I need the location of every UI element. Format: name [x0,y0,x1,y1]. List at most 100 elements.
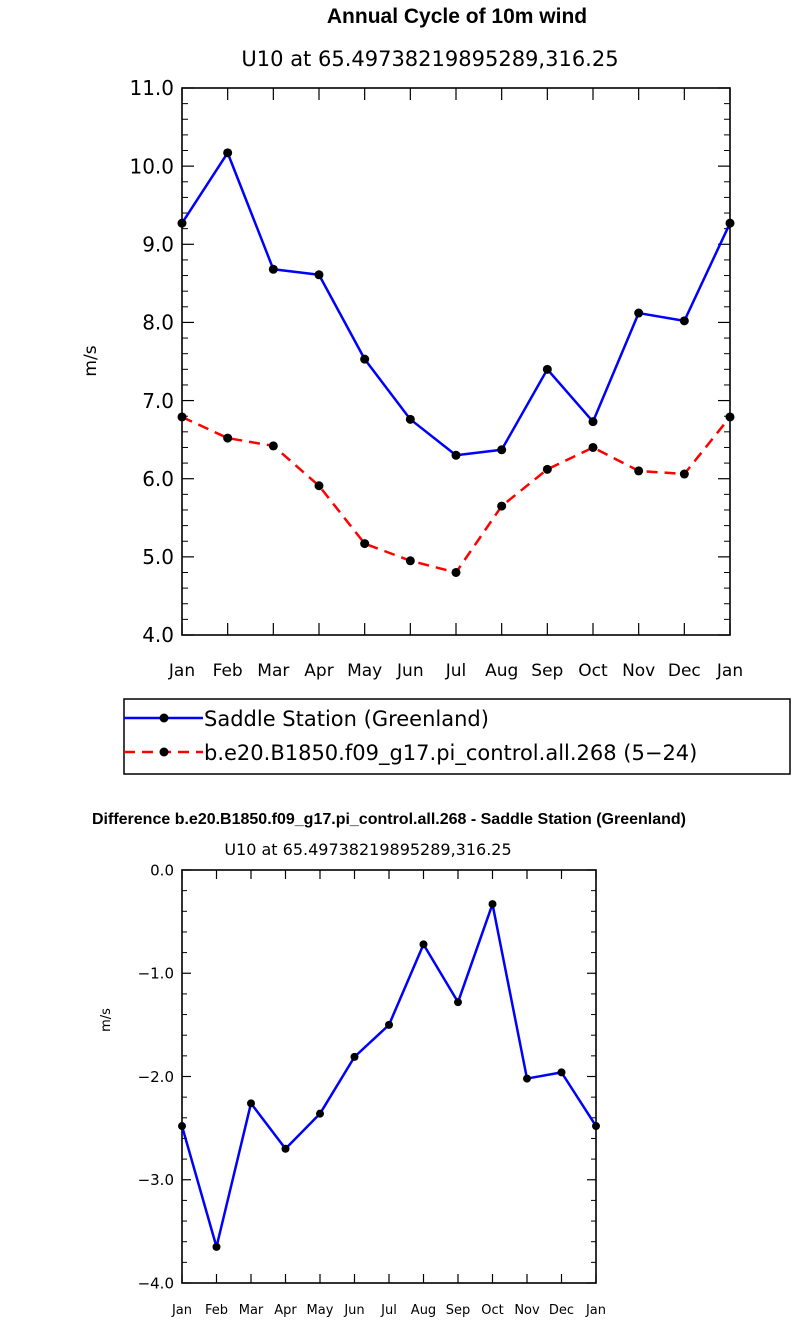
chart1-series-2-point [725,412,735,422]
chart1-ytick-label: 11.0 [129,76,174,100]
chart1-plot-frame [181,87,731,636]
chart1-xtick-label: Mar [257,661,289,681]
chart2-xtick-label: Oct [481,1303,503,1318]
chart1-series-1-point [177,218,187,228]
chart1-axes: 4.0 5.0 6.0 7.0 8.0 9.0 10.0 11.0 Jan Feb Mar Apr Ma… [129,76,743,681]
chart2-series-1-point [454,998,462,1007]
chart2-series-1-point [488,900,497,909]
chart1-ytick-label: 5.0 [142,545,174,569]
chart2-ytick-label: −2.0 [138,1068,174,1086]
chart1-xtick-label: Aug [485,661,518,681]
chart1-series-2-point [405,556,415,566]
chart2-ytick-label: −4.0 [138,1274,174,1292]
chart1-series-1-point [497,445,507,455]
chart2-xtick-label: Apr [274,1303,297,1318]
chart1-series [177,148,735,577]
difference-chart: Difference b.e20.B1850.f09_g17.pi_contro… [92,811,686,1318]
chart1-ylabel: m/s [81,345,101,376]
chart2-series-1-point [212,1242,221,1251]
chart2-subtitle: U10 at 65.49738219895289,316.25 [224,840,511,859]
chart1-series-2-point [634,466,644,476]
chart2-xtick-label: May [307,1303,334,1318]
chart1-xtick-label: Oct [578,661,608,681]
chart2-xtick-label: Mar [239,1303,264,1318]
chart1-series-2-point [497,501,507,511]
chart1-ytick-label: 9.0 [142,232,174,256]
chart2-series-1-point [385,1020,393,1029]
chart1-subtitle: U10 at 65.49738219895289,316.25 [241,47,618,71]
chart2-xtick-label: Aug [411,1303,436,1318]
chart1-xtick-label: Jan [168,661,195,681]
legend-box [123,698,791,775]
chart1-series-2-point [679,469,689,479]
chart2-xtick-label: Jan [171,1303,192,1318]
chart1-ytick-label: 10.0 [129,154,174,178]
chart1-series-1-point [314,270,324,280]
legend-label-2: b.e20.B1850.f09_g17.pi_control.all.268 (… [204,741,697,766]
chart1-xtick-label: Nov [622,661,655,681]
chart1-xtick-label: Sep [531,661,563,681]
chart2-series [178,900,600,1251]
chart1-series-1-point [634,308,644,318]
chart1-series-1-line [180,151,732,457]
chart1-series-1-point [725,218,735,228]
chart2-ylabel: m/s [99,1008,114,1032]
legend: Saddle Station (Greenland) b.e20.B1850.f… [123,698,791,775]
chart1-xtick-label: Dec [668,661,701,681]
chart1-series-1-point [223,148,233,158]
chart2-xtick-label: Jul [380,1303,397,1318]
chart1-series-2-point [177,412,187,422]
chart2-series-1-point [592,1122,600,1131]
chart1-title: Annual Cycle of 10m wind [327,5,587,28]
chart1-series-1-point [451,450,461,460]
chart1-xtick-label: May [347,661,382,681]
chart2-xtick-label: Feb [205,1303,228,1318]
chart1-series-2-point [542,464,552,474]
chart2-series-1-point [178,1122,186,1131]
chart1-series-1-point [268,264,278,274]
chart1-ytick-label: 8.0 [142,311,174,335]
chart2-series-1-point [316,1109,324,1118]
chart2-xtick-label: Dec [549,1303,574,1318]
chart1-series-2-line [181,415,731,574]
chart1-xtick-label: Jun [396,661,424,681]
chart1-series-2-point [223,433,233,443]
chart1-series-1-point [405,414,415,424]
chart2-series-1-point [557,1068,566,1077]
legend-label-1: Saddle Station (Greenland) [204,707,489,731]
chart1-series-1-point [588,417,598,427]
chart1-ytick-label: 4.0 [142,623,174,647]
chart2-series-1-point [350,1052,359,1061]
chart1-series-2-point [360,539,370,549]
chart2-xtick-label: Nov [514,1303,540,1318]
chart1-xtick-label: Feb [213,661,243,681]
chart2-series-1-point [247,1099,255,1108]
chart1-xtick-label: Apr [304,661,333,681]
chart2-xtick-label: Jun [343,1303,364,1318]
chart2-series-1-line [180,902,598,1249]
chart2-series-1-point [281,1144,290,1153]
chart2-series-1-point [419,940,428,949]
chart2-title: Difference b.e20.B1850.f09_g17.pi_contro… [92,811,686,828]
chart1-series-2-point [451,567,461,577]
chart1-ytick-label: 7.0 [142,389,174,413]
chart2-ytick-label: −3.0 [138,1171,174,1189]
chart1-series-2-point [314,481,324,491]
chart1-xtick-label: Jul [445,661,467,681]
legend-marker-1 [159,713,169,723]
chart1-series-2-point [268,441,278,451]
chart1-series-1-point [360,354,370,364]
chart1-series-1-point [542,364,552,374]
chart1-ytick-label: 6.0 [142,467,174,491]
annual-cycle-chart: Annual Cycle of 10m wind U10 at 65.49738… [81,5,743,681]
chart2-xtick-label: Jan [585,1303,606,1318]
legend-marker-2 [159,747,169,757]
chart1-series-1-point [679,316,689,326]
chart2-ytick-label: 0.0 [150,861,174,879]
chart2-xtick-label: Sep [446,1303,471,1318]
chart2-series-1-point [523,1074,531,1083]
chart2-ytick-label: −1.0 [138,965,174,983]
chart1-series-2-point [588,442,598,452]
chart1-xtick-label: Jan [716,661,743,681]
